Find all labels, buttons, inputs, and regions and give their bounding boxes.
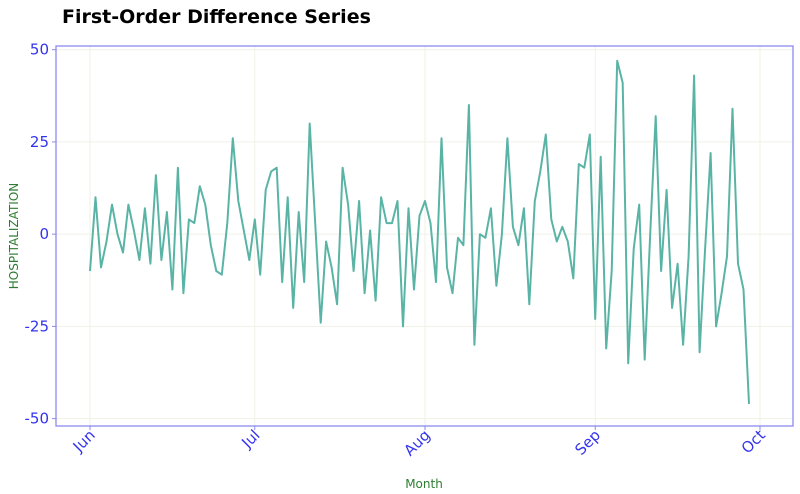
- x-tick-label: Oct: [738, 426, 769, 457]
- y-axis: 50 25 0 -25 -50: [25, 41, 56, 428]
- y-tick-label: 25: [30, 133, 49, 151]
- y-tick-label: 0: [39, 225, 49, 243]
- chart-title: First-Order Difference Series: [62, 6, 371, 28]
- x-tick-label: Sep: [571, 426, 604, 459]
- y-tick-label: -50: [25, 410, 50, 428]
- x-tick-label: Jul: [237, 426, 263, 452]
- gridlines: [56, 46, 793, 426]
- x-tick-label: Aug: [400, 426, 433, 459]
- x-axis-label: Month: [405, 477, 443, 491]
- x-tick-label: Jun: [69, 426, 99, 456]
- series-group: [89, 59, 750, 404]
- y-tick-label: 50: [30, 41, 49, 59]
- x-axis: Jun Jul Aug Sep Oct: [69, 426, 769, 460]
- y-tick-label: -25: [25, 317, 50, 335]
- series-line: [89, 59, 750, 404]
- y-axis-label: HOSPITALIZATION: [7, 183, 21, 289]
